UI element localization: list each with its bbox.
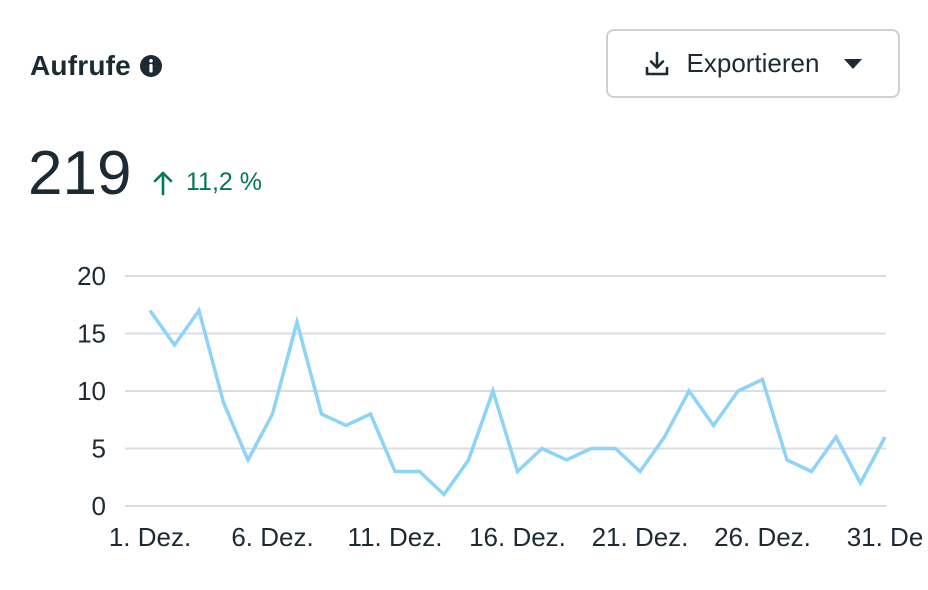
y-tick-label: 20 (77, 261, 106, 291)
export-button[interactable]: Exportieren (606, 29, 900, 98)
y-tick-label: 5 (92, 434, 106, 464)
x-tick-label: 21. Dez. (592, 522, 689, 552)
chart-header: Aufrufe (30, 46, 163, 86)
x-tick-label: 31. De (847, 522, 924, 552)
series-line (148, 306, 887, 498)
export-button-label: Exportieren (686, 48, 820, 78)
grid (125, 275, 886, 507)
info-icon[interactable] (139, 54, 163, 78)
download-icon (643, 50, 671, 78)
x-tick-label: 1. Dez. (109, 522, 191, 552)
y-axis-ticks: 0 5 10 15 20 (77, 261, 106, 521)
x-tick-label: 26. Dez. (714, 522, 811, 552)
y-tick-label: 10 (77, 376, 106, 406)
x-tick-label: 16. Dez. (469, 522, 566, 552)
x-axis-ticks: 1. Dez. 6. Dez. 11. Dez. 16. Dez. 21. Dez. 26… (109, 522, 923, 552)
arrow-up-icon (152, 169, 174, 197)
caret-down-icon (843, 57, 863, 71)
x-tick-label: 11. Dez. (348, 522, 443, 552)
y-tick-label: 15 (77, 319, 106, 349)
series (148, 306, 887, 498)
kpi-value: 219 (28, 139, 132, 208)
chart-title: Aufrufe (30, 50, 131, 81)
y-tick-label: 0 (92, 491, 106, 521)
kpi-change: 11,2 % (152, 168, 262, 197)
kpi-change-value: 11,2 % (186, 168, 262, 196)
x-tick-label: 6. Dez. (231, 522, 313, 552)
